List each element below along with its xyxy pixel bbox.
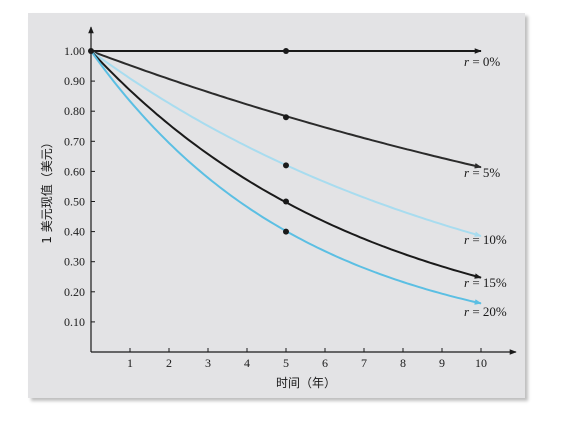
series-line [90, 50, 482, 305]
series-point [283, 48, 289, 54]
series-line [90, 50, 482, 237]
x-tick-label: 1 [127, 356, 133, 370]
series-point [283, 198, 289, 205]
y-tick-label: 0.30 [64, 255, 85, 269]
x-tick-label: 6 [322, 356, 328, 370]
ticks: 1 2 3 4 5 6 7 8 9 10 0.10 0.20 0.30 0.40 0.50 0.60 0.70 0… [64, 44, 487, 370]
series-label: r = 15% [464, 275, 507, 290]
x-tick-label: 4 [244, 356, 250, 370]
y-tick-label: 0.90 [64, 74, 85, 88]
x-tick-label: 7 [361, 356, 367, 370]
x-tick-label: 10 [475, 356, 487, 370]
axes [88, 26, 517, 355]
x-tick-label: 9 [439, 356, 445, 370]
series-label: r = 20% [464, 304, 507, 319]
y-tick-label: 0.70 [64, 134, 85, 148]
x-tick-label: 5 [283, 356, 289, 370]
series-label: r = 10% [464, 232, 507, 247]
origin-point [88, 48, 94, 54]
series-label: r = 5% [464, 165, 500, 180]
x-tick-label: 2 [166, 356, 172, 370]
y-tick-label: 1.00 [64, 44, 85, 58]
curve-labels: r = 0% r = 5% r = 10% r = 15% r = 20% [464, 54, 507, 319]
y-tick-label: 0.60 [64, 164, 85, 178]
series-point [283, 228, 289, 235]
x-tick-label: 3 [205, 356, 211, 370]
series-point [283, 162, 289, 169]
y-tick-label: 0.80 [64, 104, 85, 118]
y-axis-title: 1 美元现值（美元） [39, 136, 54, 243]
series-label: r = 0% [464, 54, 500, 69]
series-point [283, 114, 289, 121]
y-tick-label: 0.50 [64, 195, 85, 209]
y-tick-label: 0.20 [64, 285, 85, 299]
x-tick-label: 8 [400, 356, 406, 370]
x-axis-title: 时间（年） [276, 376, 336, 390]
curves [90, 48, 482, 305]
y-tick-label: 0.10 [64, 315, 85, 329]
y-tick-label: 0.40 [64, 225, 85, 239]
markers [88, 48, 289, 235]
